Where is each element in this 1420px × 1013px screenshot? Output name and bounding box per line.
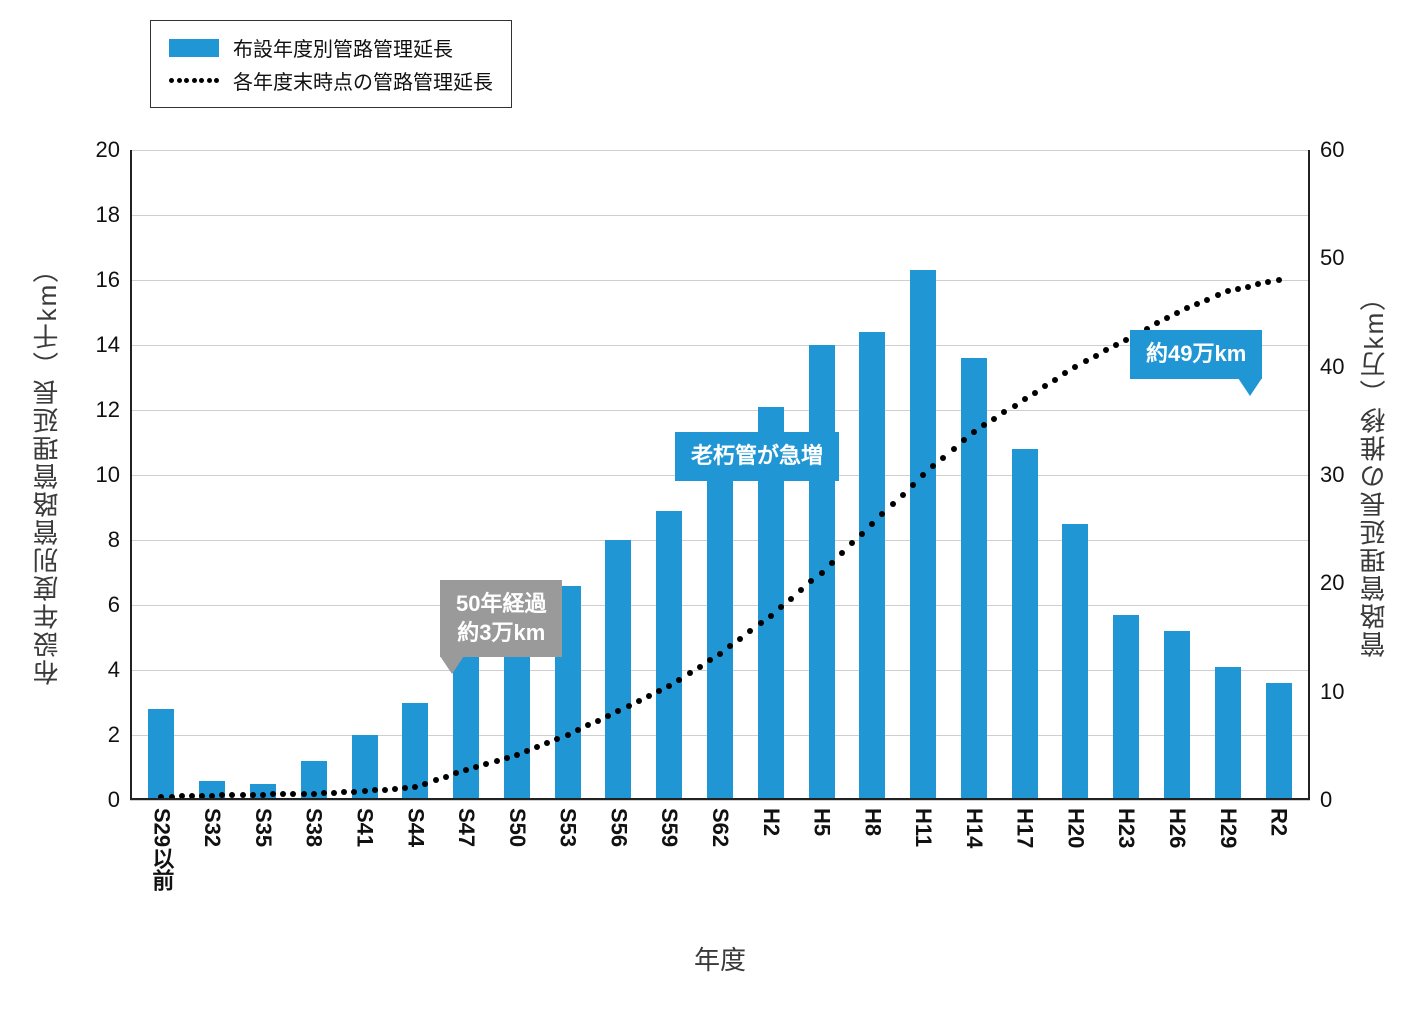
x-tick-label: S35 — [238, 808, 289, 891]
bar — [1113, 615, 1139, 800]
x-tick-label: H26 — [1152, 808, 1203, 891]
x-tick-label: S59 — [644, 808, 695, 891]
bar — [1012, 449, 1038, 800]
y-left-tick: 20 — [60, 137, 120, 163]
legend-label-dots: 各年度末時点の管路管理延長 — [233, 66, 493, 95]
x-tick-label: S50 — [491, 808, 542, 891]
x-axis-title: 年度 — [130, 940, 1310, 977]
y-left-tick: 16 — [60, 267, 120, 293]
bar-slot — [1050, 150, 1101, 800]
bar — [605, 540, 631, 800]
y-right-ticks: 0102030405060 — [1320, 150, 1380, 800]
bar-slot — [542, 150, 593, 800]
bar-slot — [187, 150, 238, 800]
y-left-tick: 18 — [60, 202, 120, 228]
callout-tail — [440, 656, 464, 674]
y-left-ticks: 02468101214161820 — [60, 150, 120, 800]
y-right-tick: 0 — [1320, 787, 1380, 813]
bar — [859, 332, 885, 800]
bar-slot — [1101, 150, 1152, 800]
bar-slot — [441, 150, 492, 800]
legend-item-dots: 各年度末時点の管路管理延長 — [169, 64, 493, 97]
y-left-tick: 10 — [60, 462, 120, 488]
x-tick-label: H5 — [796, 808, 847, 891]
y-left-tick: 14 — [60, 332, 120, 358]
x-tick-label: H29 — [1202, 808, 1253, 891]
y-left-tick: 6 — [60, 592, 120, 618]
y-right-tick: 40 — [1320, 354, 1380, 380]
bar — [1215, 667, 1241, 800]
y-left-tick: 4 — [60, 657, 120, 683]
y-left-tick: 2 — [60, 722, 120, 748]
bar-slot — [847, 150, 898, 800]
legend: 布設年度別管路管理延長 各年度末時点の管路管理延長 — [150, 20, 512, 108]
callout-tail — [1238, 378, 1262, 396]
x-tick-label: S53 — [542, 808, 593, 891]
bar — [1164, 631, 1190, 800]
bar — [199, 781, 225, 801]
x-tick-label: H8 — [847, 808, 898, 891]
bar-slot — [1253, 150, 1304, 800]
x-tick-label: H20 — [1050, 808, 1101, 891]
y-right-tick: 20 — [1320, 570, 1380, 596]
bar-slot — [288, 150, 339, 800]
x-tick-label: S32 — [187, 808, 238, 891]
x-axis-labels: S29以前S32S35S38S41S44S47S50S53S56S59S62H2… — [130, 808, 1310, 891]
bar — [250, 784, 276, 800]
bar — [352, 735, 378, 800]
bar — [1062, 524, 1088, 800]
bar — [1266, 683, 1292, 800]
bar — [148, 709, 174, 800]
chart-container: 布設年度別管路管理延長 各年度末時点の管路管理延長 布設年度別管路管理延長（千k… — [20, 20, 1400, 990]
grid-line — [130, 800, 1310, 801]
bar — [961, 358, 987, 800]
callout-blue-49: 約49万km — [1130, 330, 1262, 379]
y-right-tick: 30 — [1320, 462, 1380, 488]
callout-tail — [708, 480, 732, 498]
x-tick-label: S38 — [288, 808, 339, 891]
bar-slot — [898, 150, 949, 800]
y-right-tick: 50 — [1320, 245, 1380, 271]
callout-gray-50yr: 50年経過約3万km — [440, 580, 562, 657]
x-tick-label: R2 — [1253, 808, 1304, 891]
bar-slot — [238, 150, 289, 800]
legend-swatch-dots — [169, 72, 219, 90]
x-tick-label: S29以前 — [136, 808, 187, 891]
legend-label-bar: 布設年度別管路管理延長 — [233, 33, 453, 62]
x-tick-label: S62 — [695, 808, 746, 891]
x-tick-label: S41 — [339, 808, 390, 891]
bar-slot — [136, 150, 187, 800]
bar-slot — [339, 150, 390, 800]
bar-slot — [1152, 150, 1203, 800]
x-tick-label: S56 — [593, 808, 644, 891]
bar-slot — [999, 150, 1050, 800]
bar — [504, 638, 530, 801]
bar — [402, 703, 428, 801]
x-tick-label: H14 — [949, 808, 1000, 891]
x-tick-label: H11 — [898, 808, 949, 891]
bar-slot — [949, 150, 1000, 800]
x-tick-label: S44 — [390, 808, 441, 891]
bar-slot — [1202, 150, 1253, 800]
bar — [809, 345, 835, 800]
x-tick-label: H23 — [1101, 808, 1152, 891]
bar — [656, 511, 682, 800]
bar-slot — [390, 150, 441, 800]
x-tick-label: H17 — [999, 808, 1050, 891]
bar — [301, 761, 327, 800]
x-tick-label: S47 — [441, 808, 492, 891]
y-right-tick: 10 — [1320, 679, 1380, 705]
y-left-tick: 0 — [60, 787, 120, 813]
bar-slot — [491, 150, 542, 800]
bar-slot — [593, 150, 644, 800]
callout-blue-aging: 老朽管が急増 — [675, 432, 839, 481]
y-left-tick: 8 — [60, 527, 120, 553]
y-left-tick: 12 — [60, 397, 120, 423]
y-right-tick: 60 — [1320, 137, 1380, 163]
plot-area: 50年経過約3万km 老朽管が急増 約49万km — [130, 150, 1310, 800]
legend-swatch-bar — [169, 39, 219, 57]
x-tick-label: H2 — [745, 808, 796, 891]
legend-item-bar: 布設年度別管路管理延長 — [169, 31, 493, 64]
bar — [910, 270, 936, 800]
